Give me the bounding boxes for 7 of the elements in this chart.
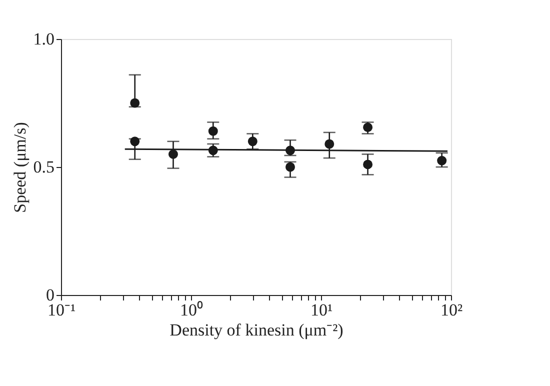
x-axis-title: Density of kinesin (μm⁻²) bbox=[170, 320, 344, 340]
y-tick-label: 1.0 bbox=[33, 30, 54, 48]
x-tick-label: 10¹ bbox=[310, 300, 333, 320]
y-axis-title: Speed (μm/s) bbox=[10, 122, 30, 213]
x-tick-label: 10² bbox=[440, 300, 463, 320]
y-tick-label: 0.5 bbox=[33, 158, 54, 176]
x-tick-label: 10⁰ bbox=[180, 300, 203, 320]
